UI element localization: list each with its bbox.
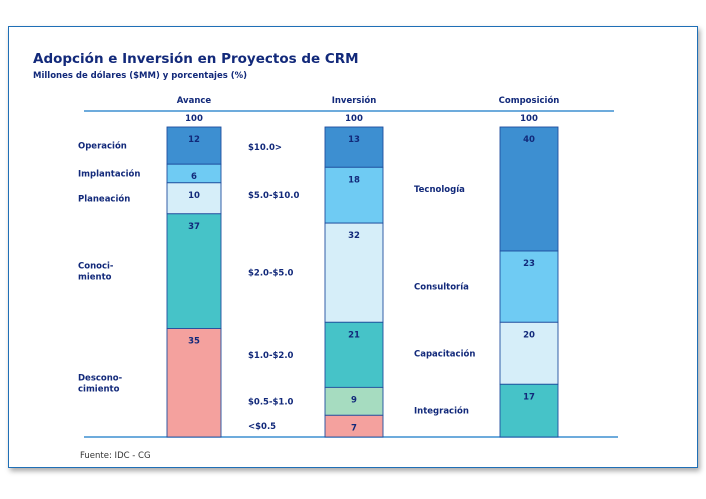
- bar-value-2-3: 17: [523, 392, 535, 402]
- bar-value-2-0: 40: [523, 135, 535, 145]
- segment-label-0-2: Planeación: [78, 193, 130, 204]
- segment-label-2-1: Consultoría: [414, 283, 469, 293]
- bar-value-0-3: 37: [188, 222, 200, 232]
- segment-label-1-0: $10.0>: [248, 143, 282, 153]
- bar-value-0-1: 6: [191, 172, 197, 182]
- bar-value-1-0: 13: [348, 135, 360, 145]
- segment-label-1-4: $0.5-$1.0: [248, 397, 294, 407]
- bar-value-1-2: 32: [348, 231, 360, 241]
- segment-label-0-4: Descono-cimiento: [78, 373, 123, 394]
- bar-segment-2-3: [499, 383, 559, 438]
- bar-value-1-3: 21: [348, 330, 360, 340]
- bar-value-0-0: 12: [188, 135, 200, 145]
- bar-segment-1-5: [324, 414, 384, 438]
- bar-segment-2-2: [499, 321, 559, 385]
- bar-value-2-1: 23: [523, 259, 535, 269]
- segment-label-2-0: Tecnología: [414, 185, 465, 195]
- segment-label-0-1: Implantación: [78, 169, 140, 180]
- source-note: Fuente: IDC - CG: [80, 451, 151, 461]
- segment-label-1-5: <$0.5: [248, 422, 276, 432]
- segment-label-0-3: Conoci-miento: [78, 262, 114, 283]
- segment-label-0-0: Operación: [78, 141, 127, 152]
- bar-segment-0-0: [166, 126, 222, 165]
- bar-segment-1-4: [324, 386, 384, 416]
- segment-label-2-3: Integración: [414, 406, 469, 417]
- bar-segment-1-1: [324, 166, 384, 224]
- segment-label-1-1: $5.0-$10.0: [248, 191, 299, 201]
- bar-segment-0-3: [166, 213, 222, 329]
- bar-value-2-2: 20: [523, 330, 535, 340]
- column-total-1: 100: [345, 114, 363, 124]
- bar-segment-1-3: [324, 321, 384, 388]
- bar-value-1-5: 7: [351, 423, 357, 433]
- segment-label-1-2: $2.0-$5.0: [248, 269, 294, 279]
- segment-label-1-3: $1.0-$2.0: [248, 351, 294, 361]
- chart-title: Adopción e Inversión en Proyectos de CRM: [33, 51, 359, 67]
- bars-group: Avance 100 12 Operación 6 Implantación 10 Plane…: [78, 95, 560, 438]
- segment-label-2-2: Capacitación: [414, 348, 475, 359]
- column-total-2: 100: [520, 114, 538, 124]
- column-header-1: Inversión: [332, 95, 377, 106]
- bar-value-0-4: 35: [188, 337, 200, 347]
- bar-segment-1-0: [324, 126, 384, 168]
- bar-segment-0-4: [166, 328, 222, 438]
- bar-value-1-1: 18: [348, 175, 360, 185]
- column-header-2: Composición: [499, 95, 560, 106]
- bar-value-1-4: 9: [351, 395, 357, 405]
- column-total-0: 100: [185, 114, 203, 124]
- bar-segment-2-0: [499, 126, 559, 252]
- column-header-0: Avance: [177, 96, 212, 106]
- chart-subtitle: Millones de dólares ($MM) y porcentajes …: [33, 70, 247, 81]
- bar-value-0-2: 10: [188, 191, 200, 201]
- bar-segment-1-2: [324, 222, 384, 323]
